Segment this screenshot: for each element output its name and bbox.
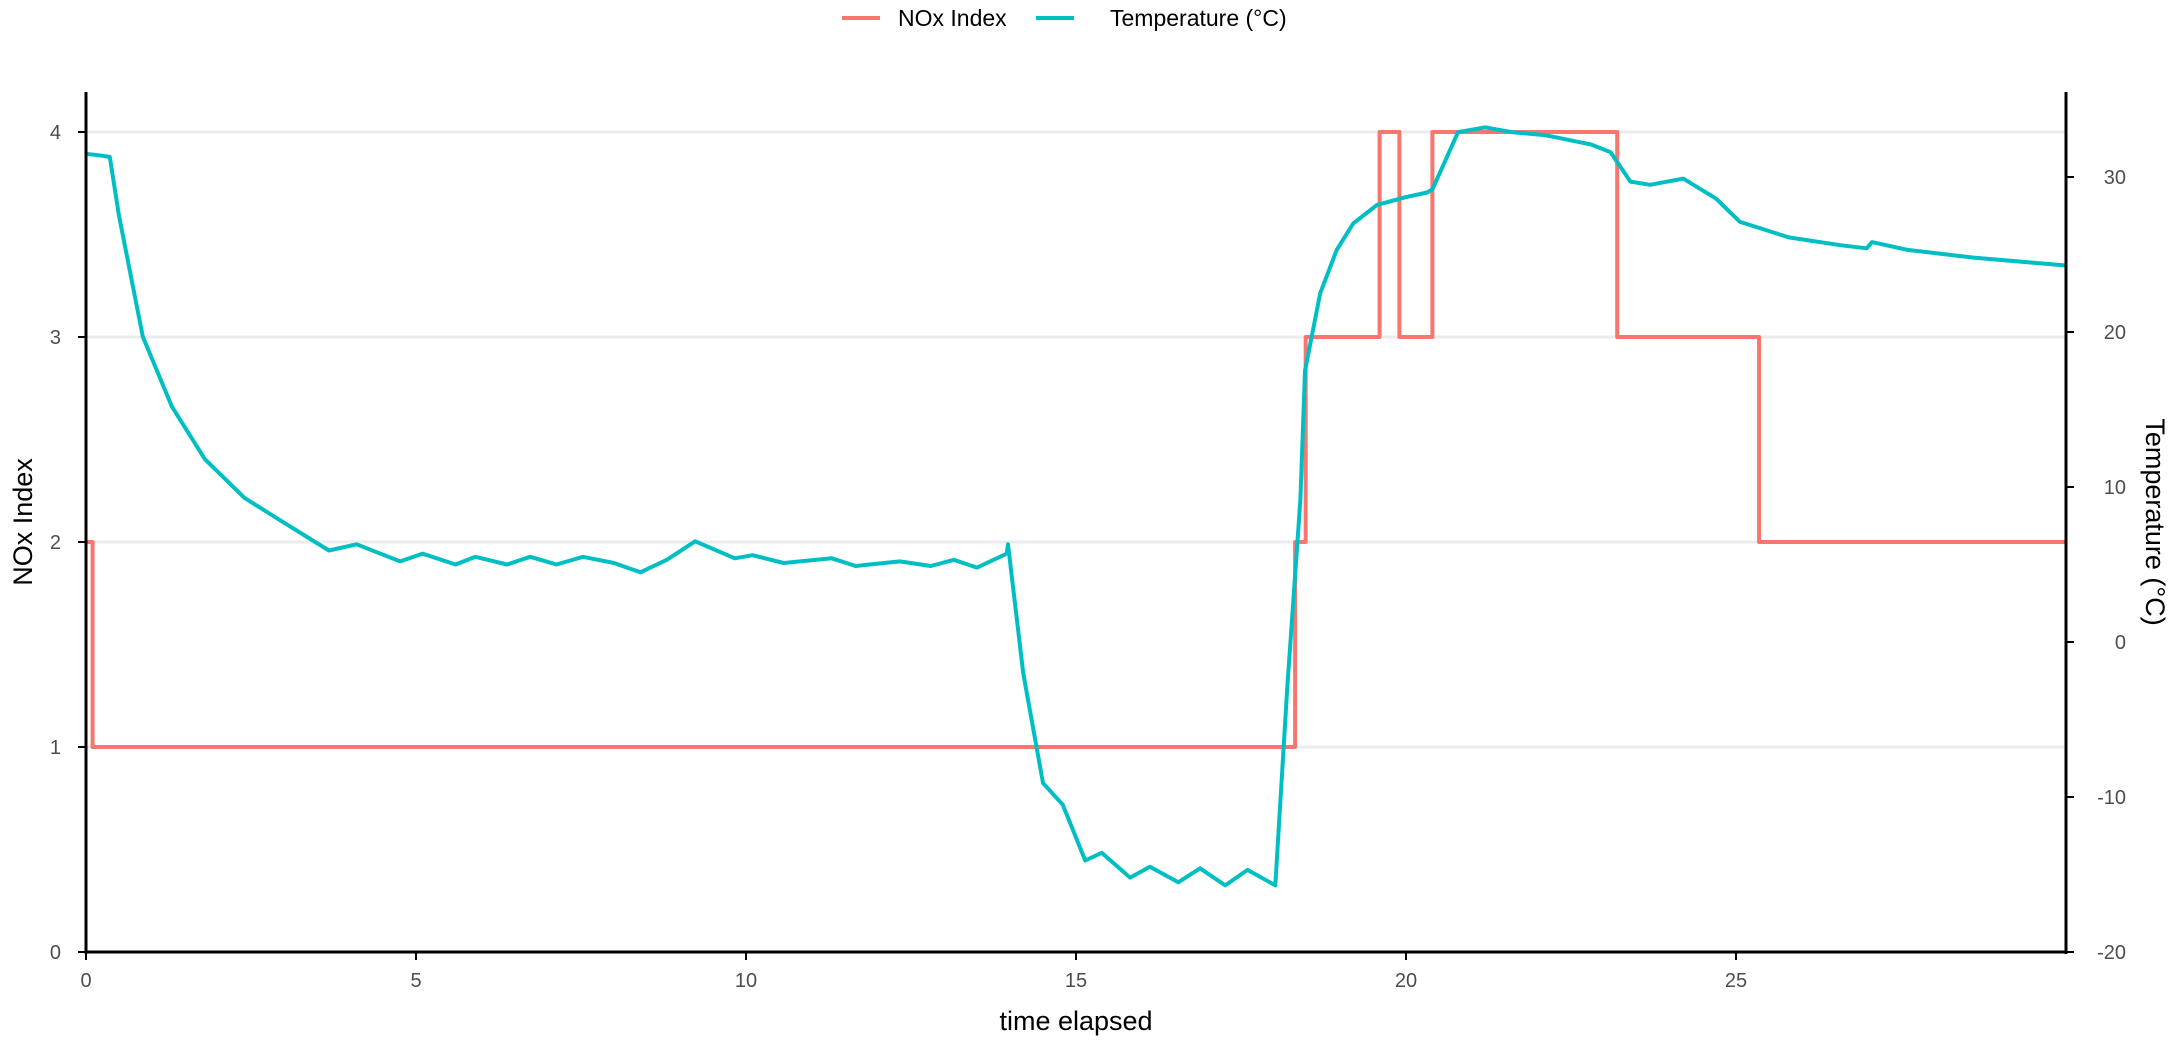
x-tick-label: 5 bbox=[410, 970, 421, 992]
legend-label-temperature: Temperature (°C) bbox=[1110, 5, 1287, 31]
gridlines bbox=[86, 130, 2066, 749]
y-tick-label-right: -20 bbox=[2097, 942, 2126, 964]
x-tick-label: 20 bbox=[1395, 970, 1417, 992]
y-tick-label-right: -10 bbox=[2097, 787, 2126, 809]
y-axis-title-right: Temperature (°C) bbox=[2140, 418, 2170, 625]
y-tick-label-left: 4 bbox=[50, 122, 61, 144]
data-series bbox=[85, 125, 2066, 888]
y-tick-label-left: 1 bbox=[50, 737, 61, 759]
y-tick-label-right: 10 bbox=[2104, 477, 2126, 499]
y-tick-label-right: 30 bbox=[2104, 167, 2126, 189]
tick-labels: 0 5 10 15 20 25 0 1 2 3 4 -20 -10 0 10 20 30 bbox=[50, 122, 2126, 992]
y-tick-label-right: 20 bbox=[2104, 322, 2126, 344]
legend: NOx Index Temperature (°C) bbox=[842, 5, 1287, 31]
temperature-line bbox=[85, 125, 2065, 888]
y-tick-label-right: 0 bbox=[2115, 632, 2126, 654]
y-axis-title-left: NOx Index bbox=[8, 458, 38, 586]
x-axis-title: time elapsed bbox=[999, 1006, 1152, 1036]
y-tick-label-left: 0 bbox=[50, 942, 61, 964]
x-tick-label: 0 bbox=[80, 970, 91, 992]
legend-label-nox: NOx Index bbox=[898, 5, 1007, 31]
axes bbox=[84, 92, 2068, 954]
y-tick-label-left: 2 bbox=[50, 532, 61, 554]
y-tick-label-left: 3 bbox=[50, 327, 61, 349]
x-tick-label: 25 bbox=[1725, 970, 1747, 992]
nox-index-line bbox=[86, 130, 2066, 749]
x-tick-label: 10 bbox=[735, 970, 757, 992]
x-tick-label: 15 bbox=[1065, 970, 1087, 992]
